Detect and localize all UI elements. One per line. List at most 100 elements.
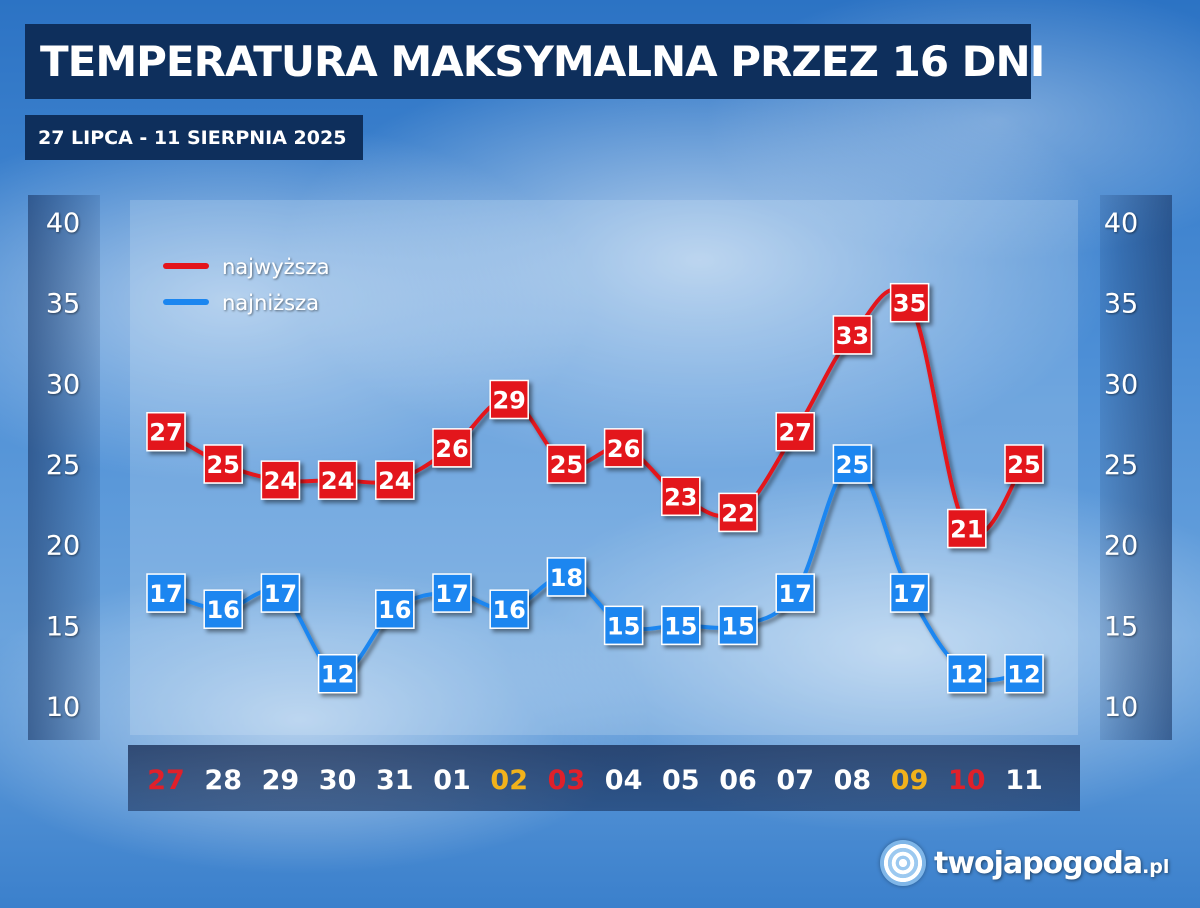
data-label-low-0: 17 bbox=[149, 580, 182, 608]
point-low-11: 12 bbox=[1004, 653, 1044, 694]
marker-low-4 bbox=[375, 589, 415, 629]
y-tick-left-30: 30 bbox=[46, 369, 80, 400]
data-label-low-3: 12 bbox=[321, 661, 354, 689]
y-tick-left-35: 35 bbox=[46, 289, 80, 320]
marker-high-13 bbox=[889, 282, 930, 323]
marker-low-8 bbox=[603, 605, 644, 646]
y-tick-right-40: 40 bbox=[1104, 208, 1138, 239]
y-tick-right-10: 10 bbox=[1104, 692, 1138, 723]
data-label-low-4: 16 bbox=[378, 596, 411, 624]
marker-high-2 bbox=[260, 460, 301, 500]
data-label-low-11: 17 bbox=[778, 580, 811, 608]
y-tick-right-15: 15 bbox=[1104, 611, 1138, 642]
x-tick-10: 10 bbox=[948, 765, 986, 796]
y-axis-left-band bbox=[28, 195, 100, 740]
y-tick-left-10: 10 bbox=[46, 692, 80, 723]
data-label-high-0: 27 bbox=[149, 419, 182, 447]
point-high-28: 25 bbox=[203, 444, 243, 484]
legend-label-high: najwyższa bbox=[222, 255, 329, 279]
data-label-low-2: 17 bbox=[264, 580, 297, 608]
marker-low-9 bbox=[661, 605, 701, 646]
marker-high-15 bbox=[1004, 444, 1044, 484]
point-low-30: 12 bbox=[317, 653, 358, 694]
point-high-02: 29 bbox=[489, 379, 529, 420]
marker-high-8 bbox=[603, 428, 644, 468]
point-high-06: 22 bbox=[718, 492, 758, 533]
point-low-06: 15 bbox=[718, 605, 758, 646]
marker-low-15 bbox=[1004, 653, 1044, 694]
point-high-09: 35 bbox=[889, 282, 930, 323]
x-tick-04: 04 bbox=[605, 765, 643, 796]
x-tick-01: 01 bbox=[433, 765, 471, 796]
data-label-low-10: 15 bbox=[721, 612, 754, 640]
data-label-high-9: 23 bbox=[664, 483, 697, 511]
brand-logo[interactable]: twojapogoda.pl bbox=[880, 838, 1169, 888]
point-low-10: 12 bbox=[947, 653, 987, 694]
data-label-low-15: 12 bbox=[1007, 661, 1040, 689]
point-high-05: 23 bbox=[661, 476, 701, 517]
marker-low-2 bbox=[260, 573, 301, 613]
data-label-high-13: 35 bbox=[893, 290, 926, 318]
chart-subtitle: 27 LIPCA - 11 SIERPNIA 2025 bbox=[38, 126, 347, 149]
point-low-05: 15 bbox=[661, 605, 701, 646]
point-high-10: 21 bbox=[947, 508, 987, 549]
y-tick-right-35: 35 bbox=[1104, 289, 1138, 320]
y-tick-left-15: 15 bbox=[46, 611, 80, 642]
point-low-28: 16 bbox=[203, 589, 243, 629]
y-tick-right-20: 20 bbox=[1104, 531, 1138, 562]
marker-high-6 bbox=[489, 379, 529, 420]
x-tick-29: 29 bbox=[262, 765, 300, 796]
point-low-31: 16 bbox=[375, 589, 415, 629]
marker-high-7 bbox=[546, 444, 587, 484]
point-high-27: 27 bbox=[146, 411, 186, 452]
y-tick-right-30: 30 bbox=[1104, 369, 1138, 400]
data-label-high-5: 26 bbox=[435, 435, 468, 463]
x-axis-band bbox=[128, 745, 1080, 811]
x-tick-31: 31 bbox=[376, 765, 414, 796]
x-tick-06: 06 bbox=[719, 765, 757, 796]
point-low-08: 25 bbox=[832, 444, 873, 484]
marker-low-1 bbox=[203, 589, 243, 629]
x-tick-09: 09 bbox=[891, 765, 929, 796]
marker-high-0 bbox=[146, 411, 186, 452]
point-low-27: 17 bbox=[146, 573, 186, 613]
data-label-high-15: 25 bbox=[1007, 451, 1040, 479]
point-low-07: 17 bbox=[775, 573, 815, 613]
point-high-07: 27 bbox=[775, 411, 815, 452]
point-low-29: 17 bbox=[260, 573, 301, 613]
subtitle-banner: 27 LIPCA - 11 SIERPNIA 2025 bbox=[25, 115, 363, 160]
data-label-high-12: 33 bbox=[836, 322, 869, 350]
marker-low-0 bbox=[146, 573, 186, 613]
y-tick-left-25: 25 bbox=[46, 450, 80, 481]
marker-low-11 bbox=[775, 573, 815, 613]
marker-low-13 bbox=[889, 573, 930, 613]
point-high-03: 25 bbox=[546, 444, 587, 484]
marker-high-4 bbox=[375, 460, 415, 500]
marker-high-11 bbox=[775, 411, 815, 452]
x-tick-30: 30 bbox=[319, 765, 357, 796]
data-label-low-5: 17 bbox=[435, 580, 468, 608]
data-label-high-8: 26 bbox=[607, 435, 640, 463]
data-label-low-6: 16 bbox=[492, 596, 525, 624]
point-high-11: 25 bbox=[1004, 444, 1044, 484]
marker-high-14 bbox=[947, 508, 987, 549]
y-axis-right-band bbox=[1100, 195, 1172, 740]
data-label-low-12: 25 bbox=[836, 451, 869, 479]
marker-low-7 bbox=[546, 557, 587, 597]
data-label-low-1: 16 bbox=[206, 596, 239, 624]
marker-high-9 bbox=[661, 476, 701, 517]
data-label-high-6: 29 bbox=[492, 386, 525, 414]
y-tick-left-40: 40 bbox=[46, 208, 80, 239]
data-label-low-9: 15 bbox=[664, 612, 697, 640]
marker-high-12 bbox=[832, 315, 873, 355]
point-high-30: 24 bbox=[317, 460, 358, 500]
x-tick-08: 08 bbox=[834, 765, 872, 796]
x-tick-02: 02 bbox=[490, 765, 528, 796]
point-low-09: 17 bbox=[889, 573, 930, 613]
x-tick-05: 05 bbox=[662, 765, 700, 796]
marker-high-3 bbox=[317, 460, 358, 500]
marker-low-14 bbox=[947, 653, 987, 694]
data-label-high-3: 24 bbox=[321, 467, 354, 495]
point-high-04: 26 bbox=[603, 428, 644, 468]
data-label-low-13: 17 bbox=[893, 580, 926, 608]
